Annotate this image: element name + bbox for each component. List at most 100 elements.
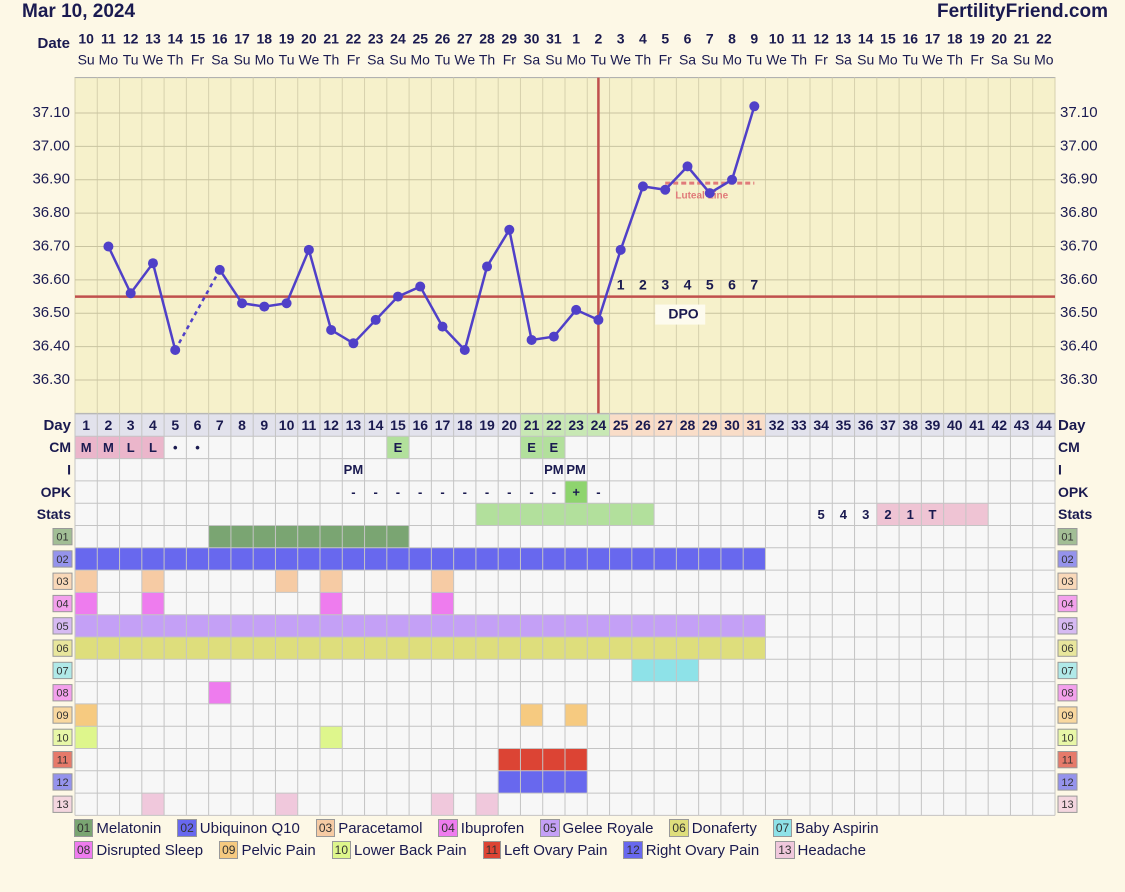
item-span [520, 703, 543, 727]
cell-text: 1 [907, 507, 914, 522]
legend-code: 08 [74, 841, 94, 859]
legend-item: 09 Pelvic Pain [219, 840, 316, 860]
item-span [208, 525, 410, 548]
cell-text: - [463, 484, 467, 499]
cycle-day: 43 [1014, 417, 1030, 433]
item-code: 09 [56, 710, 68, 722]
legend-code: 12 [623, 841, 643, 859]
weekday-label: Fr [347, 52, 361, 68]
cell-text: + [572, 484, 580, 499]
cell-text: - [374, 484, 378, 499]
dpo-label-bg [655, 304, 706, 325]
temperature-point [459, 344, 470, 355]
item-span [75, 592, 98, 615]
y-tick-label-right: 36.30 [1060, 371, 1098, 388]
date-label: 12 [123, 31, 139, 47]
weekday-label: We [922, 52, 943, 68]
item-code: 04 [56, 598, 68, 610]
temperature-point [637, 181, 648, 192]
cycle-day: 41 [969, 417, 985, 433]
row-fill [876, 503, 989, 526]
weekday-label: Sa [211, 52, 228, 68]
date-label: 26 [435, 31, 451, 47]
item-code-right-box [1057, 528, 1078, 546]
y-tick-label: 36.90 [32, 171, 70, 188]
legend-code: 13 [775, 841, 795, 859]
cycle-day: 26 [635, 417, 651, 433]
date-label: 31 [546, 31, 562, 47]
item-code-right-box [1057, 661, 1078, 680]
item-code: 10 [56, 732, 68, 744]
legend-item: 03 Paracetamol [315, 818, 422, 838]
cell-fill [565, 480, 588, 504]
cycle-day: 35 [836, 417, 852, 433]
temperature-point [237, 298, 248, 309]
temperature-point [660, 184, 671, 195]
date-label: 30 [524, 31, 540, 47]
cycle-day: 2 [105, 417, 113, 433]
dpo-number: 5 [706, 276, 714, 292]
weekday-label: We [610, 52, 631, 68]
item-span [141, 570, 165, 593]
legend-item: 10 Lower Back Pain [331, 840, 467, 860]
item-span [631, 659, 699, 682]
item-code: 01 [56, 532, 68, 544]
y-tick-label: 37.10 [32, 104, 70, 121]
temperature-point [526, 334, 537, 345]
cycle-day: 14 [368, 417, 384, 433]
weekday-label: Sa [523, 52, 540, 68]
date-label: 13 [145, 31, 161, 47]
item-span [320, 726, 343, 749]
cycle-day: 28 [680, 417, 696, 433]
date-label: 3 [617, 31, 625, 47]
item-span [75, 547, 766, 571]
item-span [431, 592, 454, 615]
cycle-day: 25 [613, 417, 629, 433]
cycle-day: 44 [1036, 417, 1052, 433]
item-code: 05 [56, 621, 68, 633]
legend-name: Baby Aspirin [795, 819, 879, 837]
item-code-right-box [1057, 728, 1078, 747]
weekday-label: Sa [991, 52, 1008, 68]
legend-name: Headache [797, 841, 866, 859]
cell-fill [386, 436, 410, 459]
legend-code: 11 [482, 841, 502, 859]
temperature-point [437, 321, 448, 332]
date-label: 20 [992, 31, 1008, 47]
cell-text: • [173, 440, 178, 455]
temperature-point [392, 291, 403, 302]
item-span [431, 793, 454, 816]
cycle-day: 7 [216, 417, 224, 433]
temperature-point [682, 161, 693, 172]
legend-item: 04 Ibuprofen [438, 818, 524, 838]
temperature-point [259, 301, 270, 312]
item-code-box [52, 751, 73, 769]
legend-name: Pelvic Pain [241, 841, 316, 859]
cell-text: - [485, 484, 489, 499]
item-span [475, 793, 499, 816]
cycle-day: 42 [992, 417, 1008, 433]
weekday-label: Tu [746, 52, 762, 68]
row-label: CM [49, 439, 71, 455]
date-label: 29 [502, 31, 518, 47]
cell-text: - [507, 484, 511, 499]
y-tick-label: 36.30 [32, 371, 70, 388]
item-code-right-box [1057, 795, 1078, 813]
weekday-label: Th [791, 52, 807, 68]
row-label: I [67, 461, 71, 477]
cycle-day: 8 [238, 417, 246, 433]
item-code-box [52, 572, 73, 590]
item-span [141, 592, 165, 615]
legend-code: 03 [315, 819, 336, 837]
weekday-label: Tu [123, 52, 139, 68]
day-fill [609, 414, 766, 437]
cycle-day: 32 [769, 417, 785, 433]
item-code: 11 [57, 755, 68, 767]
weekday-label: Su [857, 52, 874, 68]
legend-name: Ibuprofen [460, 819, 525, 837]
weekday-label: Su [389, 52, 406, 68]
item-code-box [52, 684, 73, 702]
y-tick-label: 37.00 [32, 137, 70, 154]
legend-code: 05 [540, 819, 560, 837]
